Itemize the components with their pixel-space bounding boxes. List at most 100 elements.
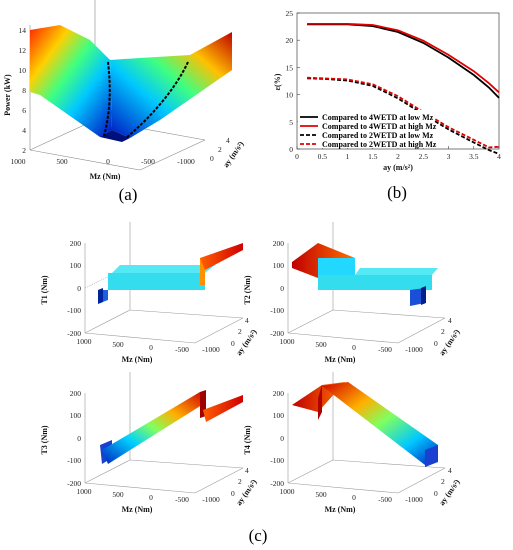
panel-c3-ytick: 4 — [245, 466, 249, 475]
panel-c4-ytick: 0 — [434, 489, 438, 498]
panel-c2-y-ticks: 0 2 4 — [434, 316, 452, 348]
panel-a-xtick: -1000 — [177, 157, 195, 166]
panel-c1-ztick: 200 — [70, 239, 82, 248]
panel-c2-xtick: 500 — [315, 340, 327, 349]
panel-a-surface-bottom — [100, 130, 130, 142]
panel-a-ztick: 14 — [19, 26, 27, 35]
panel-c2-neg-wall — [421, 286, 426, 305]
panel-c4-xtick: -500 — [378, 495, 392, 504]
panel-a-xtick: 1000 — [11, 157, 26, 166]
panel-c2-ytick: 2 — [441, 327, 445, 336]
panel-c4-ztick: 0 — [280, 434, 284, 443]
panel-c3-ramp — [102, 392, 205, 464]
panel-c4-z-label: T4 (Nm) — [243, 425, 252, 454]
panel-c1-ytick: 0 — [231, 339, 235, 348]
panel-c1-ztick: -200 — [67, 329, 81, 338]
panel-c1-z-ticks: 200 100 0 -100 -200 — [67, 239, 81, 338]
panel-c3-ztick: 100 — [70, 411, 82, 420]
panel-b-series-line-2 — [307, 22, 500, 94]
panel-c3-xtick: 500 — [112, 490, 124, 499]
panel-b-legend-box — [298, 110, 434, 148]
panel-c2-ytick: 0 — [434, 339, 438, 348]
panel-c4-surface-chart: 200 100 0 -100 -200 T4 (Nm) 1000 500 0 -… — [243, 372, 462, 514]
panel-c4-ztick: 100 — [273, 411, 285, 420]
panel-b-xtick: 3 — [447, 152, 451, 161]
panel-c1-pos-ramp — [200, 243, 243, 270]
panel-c3-x-ticks: 1000 500 0 -500 -1000 — [77, 487, 220, 504]
panel-a-ztick: 2 — [22, 146, 26, 155]
panel-c3-z-label: T3 (Nm) — [40, 425, 49, 454]
panel-c1-z-label: T1 (Nm) — [40, 275, 49, 304]
panel-b-series-line-4 — [307, 76, 500, 149]
panel-b-xtick: 0 — [295, 152, 299, 161]
panel-c2-xtick: -1000 — [405, 345, 423, 354]
panel-b-legend-text-4: Compared to 2WETD at high Mz — [322, 140, 437, 149]
panel-b-line-chart: 0 5 10 15 20 25 0 0.5 1 1.5 2 2.5 3 3.5 4 ε(%) ay (m/… — [273, 9, 501, 202]
panel-b-legend-text-3: Compared to 2WETD at low Mz — [322, 131, 434, 140]
panel-c2-z-label: T2 (Nm) — [243, 275, 252, 304]
panel-c1-flat-plane-top — [112, 265, 215, 273]
panel-b-y-label: ε(%) — [273, 73, 282, 90]
panel-c3-axes-frame — [84, 372, 244, 494]
panel-c4-x-ticks: 1000 500 0 -500 -1000 — [280, 487, 423, 504]
panel-b-xtick: 2.5 — [419, 152, 429, 161]
panel-a-ytick: 0 — [210, 154, 214, 163]
panel-c4-xtick: 500 — [315, 490, 327, 499]
panel-c1-xtick: 0 — [149, 343, 153, 352]
panel-c2-step-wall — [318, 258, 355, 278]
panel-c3-ytick: 2 — [238, 477, 242, 486]
panel-c4-axes-frame — [287, 372, 446, 494]
panel-c2-xtick: 1000 — [280, 337, 295, 346]
panel-c3-x-label: Mz (Nm) — [122, 505, 153, 514]
panel-c1-x-label: Mz (Nm) — [122, 355, 153, 364]
panel-b-x-label: ay (m/s²) — [383, 163, 413, 172]
panel-c4-ztick: 200 — [273, 389, 285, 398]
panel-a-x-label: Mz (Nm) — [90, 172, 121, 181]
panel-c2-z-ticks: 200 100 0 -100 -200 — [270, 239, 284, 338]
panel-a-surface-chart: 14 12 10 8 6 4 2 Power (kW) 1000 500 0 -… — [3, 0, 246, 204]
panel-c3-y-ticks: 0 2 4 — [231, 466, 249, 498]
panel-a-ytick: 2 — [218, 145, 222, 154]
panel-c2-flat-plane — [318, 275, 432, 290]
panel-b-legend-text-2: Compared to 4WETD at high Mz — [322, 122, 437, 131]
panel-c2-xtick: 0 — [352, 343, 356, 352]
panel-c1-neg-wall — [98, 288, 103, 304]
panel-b-ytick: 0 — [289, 145, 293, 154]
panel-b-series-group — [307, 22, 500, 155]
panel-c3-ztick: 200 — [70, 389, 82, 398]
panel-c3-xtick: -1000 — [202, 495, 220, 504]
panel-c2-ztick: -100 — [270, 306, 284, 315]
panel-c1-ztick: -100 — [67, 306, 81, 315]
panel-c4-ztick: -200 — [270, 479, 284, 488]
panel-a-xtick: 500 — [56, 157, 68, 166]
panel-c3-xtick: -500 — [175, 495, 189, 504]
panel-b-legend-text-1: Compared to 4WETD at low Mz — [322, 113, 434, 122]
panel-c1-ztick: 0 — [77, 284, 81, 293]
panel-c2-surface-chart: 200 100 0 -100 -200 T2 (Nm) 1000 500 0 -… — [243, 222, 462, 364]
panel-c2-ztick: -200 — [270, 329, 284, 338]
panel-c2-ztick: 200 — [273, 239, 285, 248]
panel-b-y-ticks: 0 5 10 15 20 25 — [286, 9, 300, 154]
panel-c2-flat-top — [355, 268, 438, 275]
panel-a-x-ticks: 1000 500 0 -500 -1000 — [11, 157, 195, 166]
panel-a-ytick: 4 — [226, 136, 230, 145]
panel-a-ztick: 10 — [19, 66, 27, 75]
panel-c4-ztick: -100 — [270, 456, 284, 465]
panel-a-optimal-curve-1 — [103, 61, 111, 137]
panel-b-xtick: 0.5 — [318, 152, 328, 161]
panel-c3-ztick: -100 — [67, 456, 81, 465]
panel-c3-ztick: 0 — [77, 434, 81, 443]
panel-c2-ztick: 100 — [273, 261, 285, 270]
panel-c1-xtick: -500 — [175, 345, 189, 354]
panel-c4-xtick: 1000 — [280, 487, 295, 496]
panel-c1-surface-chart: 200 100 0 -100 -200 T1 (Nm) 1000 500 0 -… — [40, 222, 259, 364]
panel-a-ztick: 12 — [19, 46, 27, 55]
panel-b-ytick: 5 — [289, 118, 293, 127]
panel-c3-z-ticks: 200 100 0 -100 -200 — [67, 389, 81, 488]
panel-c3-ztick: -200 — [67, 479, 81, 488]
panel-b-label: (b) — [387, 183, 407, 202]
panel-b-xtick: 3.5 — [469, 152, 479, 161]
panel-c3-pos-ramp — [203, 395, 243, 422]
panel-c4-xtick: -1000 — [405, 495, 423, 504]
